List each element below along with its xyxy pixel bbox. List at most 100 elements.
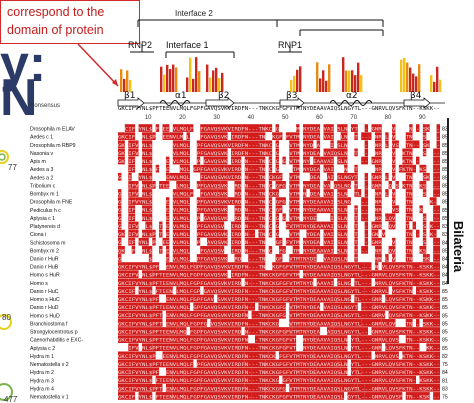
conserved-residue-block [374, 148, 382, 157]
conserved-residue-block [371, 172, 382, 181]
conserved-residue-block [183, 229, 190, 238]
conserved-residue-block [289, 383, 321, 392]
conserved-residue-block [354, 262, 365, 270]
conserved-residue-block [272, 262, 293, 270]
sequence-length: 75 [442, 362, 448, 368]
conserved-residue-block [326, 270, 334, 279]
conserved-residue-block [152, 343, 204, 352]
conserved-residue-block [196, 140, 214, 149]
conserved-residue-block [422, 319, 440, 327]
conserved-residue-block [289, 181, 300, 189]
conserved-residue-block [433, 254, 440, 262]
conserved-residue-block [416, 124, 420, 132]
conserved-residue-block [296, 310, 317, 319]
conserved-residue-block [275, 205, 279, 214]
conserved-residue-block [409, 205, 413, 214]
conserved-residue-block [213, 140, 228, 149]
sequence-length: 85 [442, 346, 448, 352]
conserved-residue-block [354, 148, 358, 157]
conserved-residue-block [323, 132, 334, 141]
conserved-residue-block [268, 245, 273, 254]
conserved-residue-block [371, 156, 382, 165]
conserved-residue-block [275, 124, 279, 132]
conserved-residue-block [337, 124, 348, 132]
conserved-residue-block [231, 172, 242, 181]
conserved-residue-block [128, 221, 136, 230]
conserved-residue-block [169, 172, 190, 181]
conserved-residue-block [364, 383, 379, 392]
sequence-residues: GKCIFVYNL$PFTEENVLMQLFGPFGAVQSVKVIRDFN--… [118, 394, 440, 400]
conserved-residue-block [227, 262, 232, 270]
conserved-residue-block [152, 181, 156, 189]
conserved-residue-block [275, 164, 279, 173]
conserved-residue-block [405, 213, 413, 222]
conserved-residue-block [364, 229, 369, 238]
conserved-residue-block [155, 375, 163, 384]
sequence-residues: GKCIFVYNL$PFTEENVLMQLFGPFGAVQSVKVIRDFN--… [118, 167, 440, 173]
conserved-residue-block [210, 319, 221, 327]
conserved-residue-block [289, 205, 300, 214]
sequence-length: 84 [442, 370, 448, 376]
bilateria-text: Bilateria [451, 220, 467, 272]
conserved-residue-block [374, 229, 379, 238]
conserved-residue-block [296, 172, 300, 181]
side-number-477: 477 [4, 395, 18, 403]
conserved-residue-block [172, 383, 201, 392]
ruler-tick-label: 20 [179, 115, 186, 121]
conserved-residue-block [179, 278, 225, 287]
conserved-residue-block [268, 319, 279, 327]
conserved-residue-block [128, 310, 163, 319]
conserved-residue-block [244, 229, 249, 238]
conserved-residue-block [330, 156, 334, 165]
conserved-residue-block [141, 213, 149, 222]
secondary-structure-track [117, 97, 445, 109]
conserved-residue-block [234, 254, 242, 262]
conserved-residue-block [258, 294, 297, 303]
conserved-residue-block [128, 367, 160, 376]
conserved-residue-block [340, 229, 348, 238]
sequence-residues: GKCIFVYNL$PFTEENVLMQLFGPFGAVQSVKVIRDFN--… [118, 281, 440, 287]
conserved-residue-block [189, 327, 201, 335]
conservation-bar [195, 57, 198, 92]
conserved-residue-block [227, 172, 232, 181]
conservation-bar [328, 64, 331, 92]
sequence-name: Danio r HuB [30, 265, 59, 271]
conserved-residue-block [392, 286, 410, 295]
conserved-residue-block [302, 189, 307, 197]
conserved-residue-block [179, 164, 190, 173]
conserved-residue-block [374, 294, 382, 303]
conserved-residue-block [337, 221, 345, 230]
conserved-residue-block [354, 294, 375, 303]
conserved-residue-block [213, 213, 228, 222]
conserved-residue-block [309, 172, 321, 181]
sequence-length: 85 [442, 143, 448, 149]
conserved-residue-block [282, 245, 286, 254]
conserved-residue-block [333, 327, 369, 335]
conserved-residue-block [258, 310, 269, 319]
conserved-residue-block [155, 164, 160, 173]
sequence-residues: GKCIFVYNL$PFTEENVLMQLFGPFGAVQSVKVIRDFN--… [118, 232, 440, 238]
conserved-residue-block [419, 205, 423, 214]
conserved-residue-block [138, 197, 146, 205]
conserved-residue-block [326, 164, 334, 173]
conserved-residue-block [135, 140, 139, 149]
conserved-residue-block [405, 229, 413, 238]
conserved-residue-block [323, 124, 334, 132]
conserved-residue-block [231, 367, 252, 376]
conserved-residue-block [289, 197, 300, 205]
conserved-residue-block [213, 221, 225, 230]
conserved-residue-block [189, 124, 194, 132]
conserved-residue-block [118, 310, 129, 319]
conservation-bar [439, 79, 442, 92]
conservation-bar [293, 75, 296, 92]
conserved-residue-block [176, 286, 184, 295]
conserved-residue-block [426, 310, 437, 319]
conserved-residue-block [395, 367, 406, 376]
conserved-residue-block [429, 221, 440, 230]
conserved-residue-block [251, 302, 256, 311]
conserved-residue-block [135, 148, 139, 157]
sequence-name: Homo s HuC [30, 297, 60, 303]
conserved-residue-block [265, 383, 269, 392]
conservation-bar [212, 70, 215, 92]
ss-strand-2 [205, 97, 235, 109]
